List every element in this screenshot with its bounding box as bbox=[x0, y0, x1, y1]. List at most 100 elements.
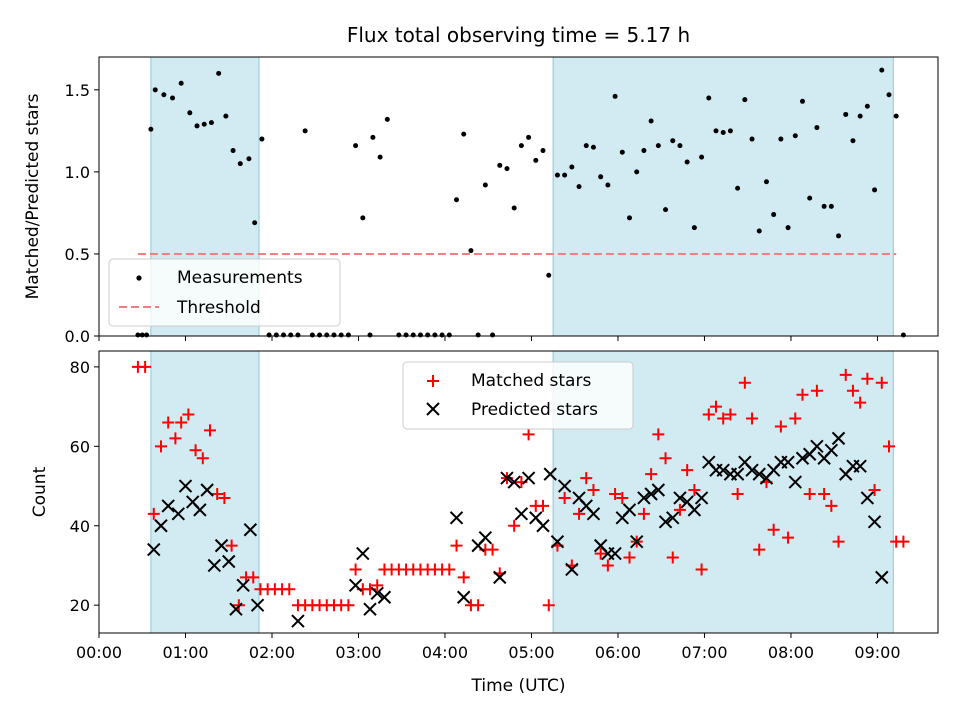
measurement-point bbox=[497, 162, 503, 168]
matched-point bbox=[247, 571, 260, 584]
predicted-point bbox=[370, 586, 384, 600]
measurement-point bbox=[799, 98, 805, 104]
ratio-panel: 0.0 0.5 1.0 1.5 Flux total observing time =… bbox=[23, 23, 939, 346]
predicted-point bbox=[673, 491, 687, 505]
measurement-point bbox=[886, 92, 892, 98]
predicted-point bbox=[557, 479, 572, 493]
predicted-point bbox=[250, 598, 265, 612]
measurement-point bbox=[518, 143, 524, 149]
predicted-point bbox=[178, 479, 193, 493]
measurement-point bbox=[345, 332, 351, 338]
chart-title: Flux total observing time = 5.17 h bbox=[347, 23, 690, 47]
measurement-point bbox=[583, 143, 589, 149]
predicted-point bbox=[651, 483, 666, 497]
matched-point bbox=[854, 396, 867, 409]
predicted-point bbox=[788, 475, 802, 489]
measurement-point bbox=[216, 70, 222, 76]
matched-point bbox=[825, 499, 838, 512]
count-axis-label: Count bbox=[30, 466, 50, 517]
measurement-point bbox=[317, 332, 323, 338]
measurement-point bbox=[475, 332, 481, 338]
matched-point bbox=[818, 487, 831, 500]
measurement-point bbox=[792, 133, 798, 139]
measurement-point bbox=[526, 134, 532, 140]
predicted-point bbox=[745, 463, 759, 477]
matched-point bbox=[169, 432, 182, 445]
predicted-point bbox=[831, 431, 846, 446]
predicted-point bbox=[622, 503, 637, 517]
measurements-legend-marker bbox=[136, 275, 142, 281]
time-x-tick-label: 02:00 bbox=[249, 643, 295, 662]
matched-point bbox=[753, 543, 766, 556]
ratio-y-tick-label: 0.5 bbox=[65, 245, 90, 264]
measurement-point bbox=[384, 116, 390, 122]
measurement-point bbox=[576, 184, 582, 190]
measurement-point bbox=[684, 159, 690, 165]
ratio-y-tick-label: 0.0 bbox=[65, 327, 90, 346]
count-y-tick-label: 80 bbox=[70, 358, 90, 377]
matched-point bbox=[283, 583, 296, 596]
measurement-point bbox=[144, 332, 150, 338]
matched-point bbox=[450, 539, 463, 552]
predicted-point bbox=[507, 475, 521, 489]
measurement-point bbox=[836, 233, 842, 239]
measurement-point bbox=[554, 172, 560, 178]
measurement-point bbox=[511, 205, 517, 211]
predicted-point bbox=[630, 534, 644, 549]
measurement-point bbox=[727, 128, 733, 134]
predicted-point bbox=[875, 570, 889, 585]
measurement-point bbox=[446, 332, 452, 338]
measurement-point bbox=[482, 182, 488, 188]
predicted-point bbox=[687, 503, 702, 517]
measurement-point bbox=[641, 148, 647, 154]
predicted-point bbox=[147, 542, 161, 557]
measurement-point bbox=[504, 166, 510, 172]
matched-legend-marker bbox=[427, 375, 439, 387]
count-legend-box bbox=[402, 361, 634, 430]
predicted-point bbox=[521, 471, 536, 485]
measurement-point bbox=[201, 121, 207, 127]
measurement-point bbox=[533, 157, 539, 163]
predicted-point bbox=[860, 491, 875, 505]
matched-point bbox=[868, 484, 881, 497]
measurement-point bbox=[720, 129, 726, 135]
measurement-point bbox=[843, 111, 849, 117]
matched-point bbox=[204, 424, 217, 437]
matched-point bbox=[182, 408, 195, 421]
measurement-point bbox=[742, 97, 748, 103]
matched-point bbox=[616, 491, 629, 504]
measurement-point bbox=[814, 125, 820, 131]
measurement-point bbox=[208, 120, 214, 126]
measurement-point bbox=[540, 148, 546, 154]
count-y-tick-label: 40 bbox=[70, 517, 90, 536]
measurement-point bbox=[377, 154, 383, 160]
matched-point bbox=[738, 376, 751, 389]
predicted-point bbox=[795, 451, 810, 465]
matched-point bbox=[189, 444, 202, 457]
measurement-point bbox=[663, 207, 669, 213]
measurement-point bbox=[605, 182, 611, 188]
matched-point bbox=[225, 539, 238, 552]
measurement-point bbox=[370, 134, 376, 140]
predicted-legend-label: Predicted stars bbox=[471, 400, 598, 420]
threshold-legend-label: Threshold bbox=[176, 298, 261, 318]
measurement-point bbox=[309, 332, 315, 338]
measurement-point bbox=[872, 187, 878, 193]
measurement-point bbox=[821, 203, 827, 209]
time-x-tick-label: 04:00 bbox=[422, 643, 468, 662]
predicted-point bbox=[666, 511, 680, 525]
measurement-point bbox=[735, 185, 741, 191]
predicted-point bbox=[478, 530, 493, 545]
matched-point bbox=[861, 372, 874, 385]
observing-interval bbox=[552, 56, 894, 337]
matched-point bbox=[803, 487, 816, 500]
matched-point bbox=[709, 400, 722, 413]
measurement-point bbox=[161, 92, 167, 98]
measurement-point bbox=[135, 332, 141, 338]
predicted-point bbox=[236, 578, 250, 593]
measurement-point bbox=[634, 169, 640, 175]
measurement-point bbox=[246, 156, 252, 162]
predicted-point bbox=[493, 570, 507, 585]
measurement-point bbox=[403, 332, 409, 338]
